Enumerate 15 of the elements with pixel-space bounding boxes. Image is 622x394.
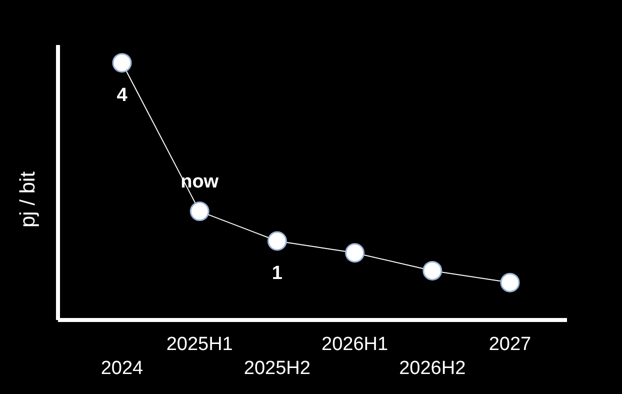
point xyxy=(190,202,210,222)
data-label: 4 xyxy=(116,84,128,106)
point xyxy=(112,53,132,73)
point xyxy=(500,272,520,292)
point xyxy=(267,231,287,251)
y-axis-title: pj / bit xyxy=(16,171,40,228)
x-tick-label: 2025H1 xyxy=(166,334,233,355)
x-tick-label: 2027 xyxy=(488,334,532,355)
x-tick-label: 2024 xyxy=(100,358,144,379)
point xyxy=(422,260,442,280)
x-tick-label: 2025H2 xyxy=(244,358,310,379)
data-label: 1 xyxy=(272,263,283,284)
point xyxy=(345,243,365,263)
x-tick-label: 2026H1 xyxy=(322,334,388,355)
x-tick-label: 2026H2 xyxy=(399,358,466,379)
